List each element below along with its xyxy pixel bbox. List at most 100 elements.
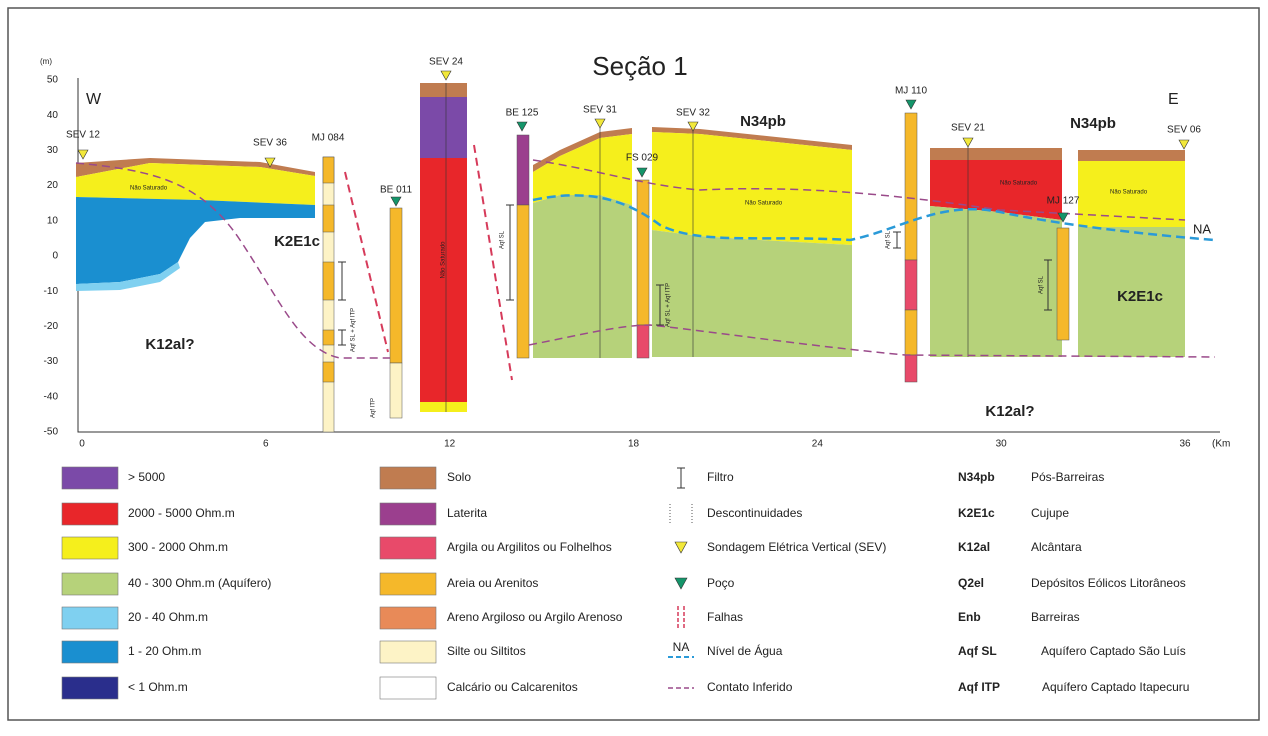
well-column: [904, 112, 918, 383]
unsaturated: Não Saturado: [1110, 190, 1148, 196]
x-unit: (Km: [1212, 439, 1230, 450]
legend-label: Filtro: [707, 470, 734, 484]
sev-label: SEV 31: [583, 105, 617, 116]
legend-code: Aqf SL: [958, 644, 997, 658]
x-tick-label: 24: [812, 439, 824, 450]
well-column: [389, 207, 403, 364]
x-tick-label: 0: [79, 439, 85, 450]
sev-label: SEV 24: [429, 57, 463, 68]
legend: > 5000 2000 - 5000 Ohm.m 300 - 2000 Ohm.m 4…: [61, 466, 1189, 700]
legend-label: Barreiras: [1031, 610, 1080, 624]
well-column: [1056, 227, 1070, 341]
legend-label: 1 - 20 Ohm.m: [128, 644, 201, 658]
layer-yellow: [533, 134, 632, 205]
legend-label: 20 - 40 Ohm.m: [128, 610, 208, 624]
layer-green: [533, 195, 632, 358]
legend-swatch: [379, 676, 437, 700]
legend-swatch: [61, 466, 119, 490]
legend-swatch: [61, 676, 119, 700]
legend-label: Falhas: [707, 610, 743, 624]
y-tick-label: -50: [44, 427, 59, 438]
cross-section: [75, 78, 1220, 433]
x-tick-label: 12: [444, 439, 456, 450]
legend-swatch: [61, 502, 119, 526]
legend-label: Sondagem Elétrica Vertical (SEV): [707, 540, 886, 554]
direction: W: [86, 91, 102, 108]
well-label: MJ 110: [895, 86, 927, 97]
legend-label: Solo: [447, 470, 471, 484]
layer-green: [1078, 227, 1185, 357]
markers: SEV 12 SEV 36 SEV 24 SEV 31 SEV 32 SEV 21 SEV …: [66, 57, 1201, 223]
aquifer-label: Aqf SL: [886, 230, 892, 249]
marker: [77, 149, 89, 160]
legend-label: > 5000: [128, 470, 165, 484]
aquifer-label: Aqf SL: [1039, 275, 1045, 294]
layer-purple: [420, 97, 467, 158]
marker: [390, 196, 402, 207]
legend-label: Argila ou Argilitos ou Folhelhos: [447, 540, 612, 554]
well-column: [516, 204, 530, 359]
y-tick-label: 10: [47, 215, 59, 226]
legend-swatch: [379, 572, 437, 596]
aquifer-label: Aqf SL + Aqf ITP: [351, 308, 357, 352]
legend-label: < 1 Ohm.m: [128, 680, 188, 694]
water-level: [532, 194, 1216, 242]
frame: [7, 7, 1260, 721]
layer-yellow: [420, 402, 467, 412]
legend-label: Pós-Barreiras: [1031, 470, 1104, 484]
legend-label: 40 - 300 Ohm.m (Aquífero): [128, 576, 271, 590]
unit-label: K12al?: [145, 336, 194, 353]
filters: [338, 204, 1052, 346]
ticks: 50 40 30 20 10 0 -10 -20 -30 -40 -50 0 6 12 18 24 30 36: [44, 75, 1191, 450]
legend-label: 2000 - 5000 Ohm.m: [128, 506, 235, 520]
unsaturated: Não Saturado: [1000, 181, 1038, 187]
sev-label: SEV 32: [676, 108, 710, 119]
legend-label: Aquífero Captado Itapecuru: [1042, 680, 1189, 694]
legend-label: Nível de Água: [707, 643, 783, 658]
layer-red: [420, 158, 467, 402]
legend-swatch: [379, 502, 437, 526]
unit-label: K2E1c: [274, 233, 320, 250]
unit-label: K12al?: [985, 403, 1034, 420]
legend-label: Aquífero Captado São Luís: [1041, 644, 1186, 658]
layer-soil: [930, 148, 1062, 160]
y-unit: (m): [40, 57, 52, 66]
title: Seção 1: [592, 51, 687, 81]
legend-swatch: [379, 640, 437, 664]
legend-code: K12al: [958, 540, 990, 554]
marker: [594, 118, 606, 129]
y-tick-label: -30: [44, 356, 59, 367]
well-column: [516, 134, 530, 206]
annotations: Não Saturado Não Saturado Não Saturado N…: [130, 181, 1211, 418]
well-column: [636, 179, 650, 326]
sev-label: SEV 06: [1167, 125, 1201, 136]
legend-label: Areia ou Arenitos: [447, 576, 538, 590]
legend-symbol-label: NA: [673, 640, 690, 654]
layer-yellow: [1078, 161, 1185, 227]
legend-swatch: [379, 466, 437, 490]
legend-label: Alcântara: [1031, 540, 1082, 554]
contact: [528, 324, 1216, 358]
fault: [473, 144, 513, 381]
well-label: MJ 084: [312, 133, 345, 144]
contact: [75, 162, 390, 359]
layer-lightblue: [76, 262, 180, 291]
sev-label: SEV 12: [66, 130, 100, 141]
legend-swatch: [379, 606, 437, 630]
legend-label: Calcário ou Calcarenitos: [447, 680, 578, 694]
y-tick-label: 0: [52, 251, 58, 262]
marker: [687, 121, 699, 132]
marker: [962, 137, 974, 148]
marker: [636, 167, 648, 178]
legend-label: 300 - 2000 Ohm.m: [128, 540, 228, 554]
well-column: [322, 156, 335, 433]
aquifer-label: Aqf SL: [500, 230, 506, 249]
layer-green: [930, 206, 1062, 357]
y-tick-label: 20: [47, 180, 59, 191]
fault: [344, 171, 389, 353]
well-label: BE 125: [506, 108, 539, 119]
unsaturated: Não Saturado: [745, 201, 783, 207]
legend-symbol: [674, 577, 688, 590]
well-label: FS 029: [626, 153, 659, 164]
